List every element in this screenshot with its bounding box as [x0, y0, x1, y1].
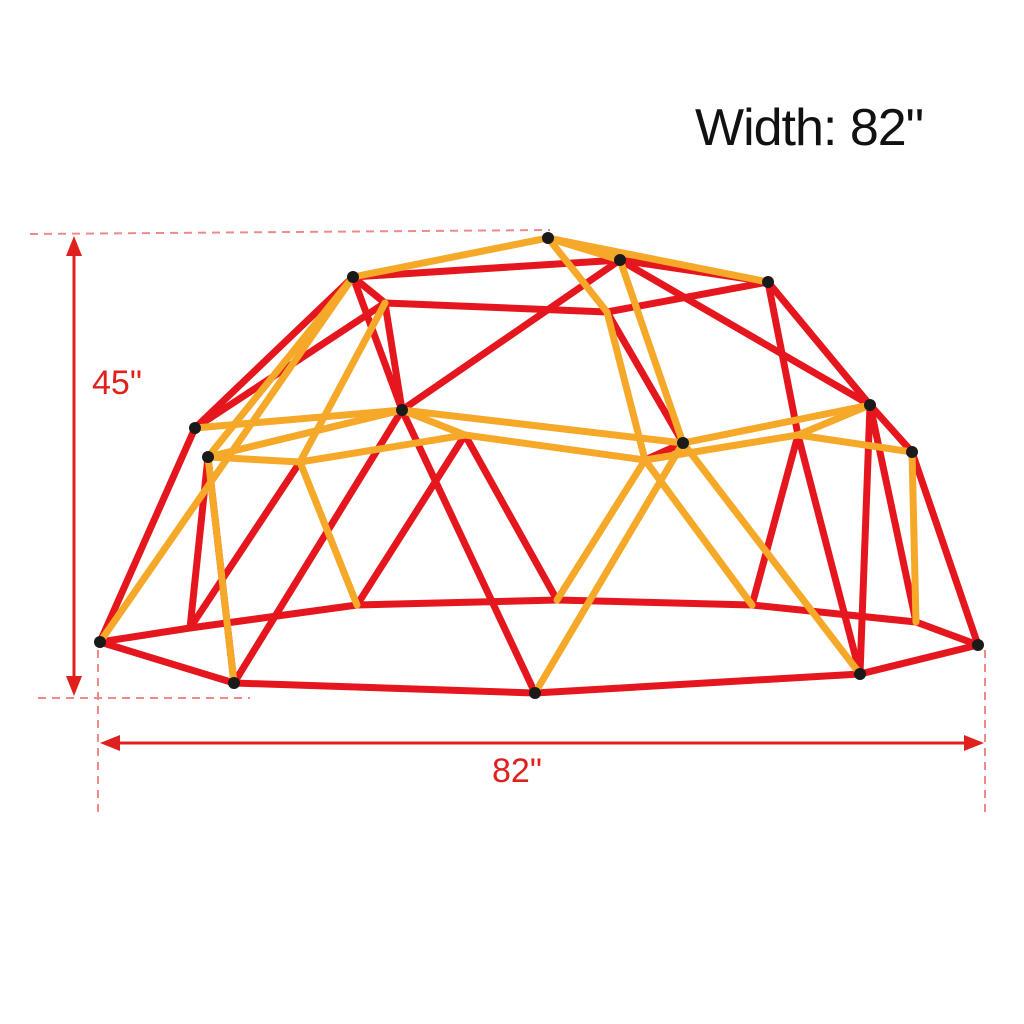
orange-strut — [679, 401, 874, 447]
orange-strut — [641, 431, 802, 464]
connector-node — [94, 636, 106, 648]
orange-strut — [204, 406, 406, 461]
dimension-arrows — [66, 236, 984, 751]
orange-strut — [398, 406, 469, 439]
red-strut — [353, 596, 561, 609]
arrow-head — [964, 735, 984, 751]
red-strut — [856, 641, 982, 678]
connector-node — [228, 677, 240, 689]
dome-struts — [96, 234, 982, 697]
arrow-head — [66, 676, 82, 696]
red-strut — [912, 618, 982, 649]
height-label: 45" — [92, 364, 142, 402]
red-strut — [794, 431, 864, 678]
red-strut — [96, 624, 194, 646]
connector-node — [614, 254, 626, 266]
red-strut — [866, 401, 916, 456]
connector-node — [854, 668, 866, 680]
orange-strut — [204, 453, 238, 687]
red-strut — [349, 256, 624, 281]
connector-node — [762, 276, 774, 288]
connector-node — [972, 639, 984, 651]
red-strut — [230, 679, 539, 697]
orange-strut — [531, 439, 687, 697]
top-guide — [29, 229, 551, 235]
red-strut — [748, 601, 920, 626]
red-strut — [230, 406, 406, 687]
orange-strut — [553, 456, 649, 604]
arrow-head — [100, 735, 120, 751]
red-strut — [96, 424, 199, 646]
orange-strut — [544, 234, 611, 316]
orange-strut — [296, 431, 469, 466]
red-strut — [349, 273, 406, 414]
dome-connectors — [94, 232, 984, 699]
red-strut — [603, 308, 687, 447]
red-strut — [616, 256, 874, 409]
red-strut — [349, 273, 389, 307]
red-strut — [461, 431, 561, 604]
orange-strut — [461, 431, 649, 464]
orange-strut — [908, 448, 920, 626]
red-strut — [96, 638, 238, 687]
connector-node — [396, 404, 408, 416]
red-strut — [856, 401, 874, 678]
red-strut — [748, 431, 802, 609]
orange-strut — [794, 401, 874, 439]
orange-strut — [641, 456, 756, 609]
arrow-head — [66, 236, 82, 256]
orange-strut — [96, 273, 357, 646]
orange-strut — [616, 256, 687, 447]
orange-strut — [794, 431, 916, 456]
orange-strut — [679, 439, 864, 678]
red-strut — [866, 401, 920, 626]
red-strut — [353, 431, 469, 609]
orange-strut — [349, 234, 552, 281]
connector-node — [677, 437, 689, 449]
red-strut — [398, 406, 539, 697]
red-strut — [191, 273, 357, 432]
connector-node — [906, 446, 918, 458]
connector-node — [347, 271, 359, 283]
connector-node — [189, 422, 201, 434]
orange-strut — [296, 458, 361, 609]
red-strut — [381, 299, 611, 316]
red-strut — [186, 458, 304, 632]
connector-node — [542, 232, 554, 244]
red-strut — [764, 278, 874, 409]
red-strut — [908, 448, 982, 649]
width-title: Width: 82" — [695, 99, 924, 157]
connector-node — [529, 687, 541, 699]
width-label: 82" — [492, 752, 542, 790]
orange-strut — [296, 299, 389, 466]
connector-node — [864, 399, 876, 411]
dimension-guides — [29, 229, 986, 815]
orange-strut — [603, 308, 649, 464]
red-strut — [531, 670, 864, 697]
red-strut — [381, 299, 406, 414]
connector-node — [202, 451, 214, 463]
orange-strut — [204, 453, 304, 466]
orange-strut — [544, 234, 772, 286]
